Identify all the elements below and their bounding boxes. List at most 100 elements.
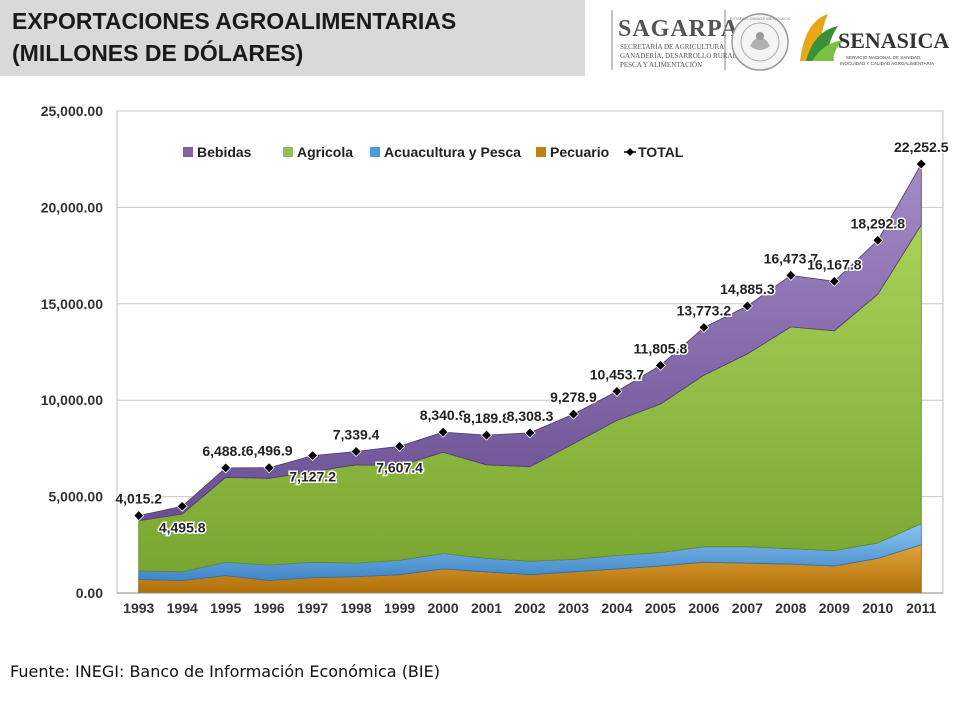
- x-tick-label: 1995: [210, 600, 241, 616]
- legend-swatch: [370, 147, 380, 157]
- total-data-label: 8,308.3: [507, 408, 554, 424]
- legend-swatch: [183, 147, 193, 157]
- x-tick-label: 2001: [471, 600, 502, 616]
- total-data-label: 16,167.8: [807, 256, 862, 272]
- chart: 0.00 5,000.00 10,000.00 15,000.00 20,000.00 2…: [41, 103, 951, 616]
- total-data-label: 22,252.5: [894, 139, 949, 155]
- sagarpa-sub3: PESCA Y ALIMENTACIÓN: [620, 61, 702, 69]
- x-tick-label: 1993: [123, 600, 154, 616]
- total-marker: [741, 300, 753, 312]
- x-axis: 1993 1994 1995 1996 1997 1998 1999 2000 2001 2002…: [117, 592, 943, 616]
- total-marker: [220, 462, 232, 474]
- total-data-label: 16,473.7: [764, 250, 819, 266]
- total-marker: [828, 275, 840, 287]
- legend-label: TOTAL: [638, 144, 684, 160]
- total-marker: [394, 440, 406, 452]
- total-data-label: 18,292.8: [851, 215, 906, 231]
- total-data-label: 13,773.2: [677, 302, 732, 318]
- total-marker: [133, 510, 145, 522]
- senasica-name: SENASICA: [838, 28, 949, 53]
- legend-label: Pecuario: [550, 144, 609, 160]
- x-tick-label: 2004: [601, 600, 632, 616]
- legend-marker: [626, 148, 634, 156]
- total-marker: [872, 234, 884, 246]
- total-marker: [524, 427, 536, 439]
- x-tick-label: 1994: [167, 600, 198, 616]
- senasica-logo: SENASICA SERVICIO NACIONAL DE SANIDAD, I…: [800, 14, 949, 66]
- legend-swatch: [283, 147, 293, 157]
- y-tick-label: 5,000.00: [49, 489, 104, 505]
- total-series: 4,015.2 4,495.8 6,488.86,496.9 7,127.2 7,339…: [114, 137, 950, 536]
- total-marker: [263, 462, 275, 474]
- senasica-sub1: SERVICIO NACIONAL DE SANIDAD,: [846, 55, 922, 60]
- total-marker: [654, 359, 666, 371]
- legend-item-acuacultura-y-pesca: Acuacultura y Pesca: [370, 144, 521, 160]
- total-marker: [350, 445, 362, 458]
- total-marker: [611, 385, 623, 398]
- total-marker: [785, 269, 797, 281]
- y-tick-label: 0.00: [76, 585, 103, 601]
- logos-area: SAGARPA SECRETARÍA DE AGRICULTURA, GANAD…: [600, 6, 960, 76]
- total-data-label: 6,496.9: [246, 443, 293, 459]
- sagarpa-sub1: SECRETARÍA DE AGRICULTURA,: [620, 43, 726, 51]
- sagarpa-logo: SAGARPA SECRETARÍA DE AGRICULTURA, GANAD…: [611, 10, 739, 70]
- sagarpa-sub2: GANADERÍA, DESARROLLO RURAL,: [620, 52, 739, 60]
- x-tick-label: 1999: [384, 600, 415, 616]
- total-data-label: 7,339.4: [333, 426, 380, 442]
- total-marker: [698, 321, 710, 334]
- y-tick-label: 15,000.00: [41, 296, 103, 312]
- total-data-label: 11,805.8: [634, 340, 688, 356]
- total-data-label: 8,340.9: [420, 407, 467, 423]
- total-marker: [480, 429, 493, 441]
- x-tick-label: 2010: [862, 600, 893, 616]
- x-tick-label: 2006: [688, 600, 719, 616]
- total-data-label: 14,885.3: [720, 281, 775, 297]
- total-data-label: 9,278.9: [550, 389, 597, 405]
- legend-item-bebidas: Bebidas: [183, 144, 252, 160]
- legend-label: Agricola: [297, 144, 353, 160]
- total-data-label: 7,127.2: [289, 469, 336, 485]
- total-data-label: 4,495.8: [159, 519, 206, 535]
- logos-svg: SAGARPA SECRETARÍA DE AGRICULTURA, GANAD…: [611, 10, 949, 71]
- title-banner: EXPORTACIONES AGROALIMENTARIAS (MILLONES…: [0, 0, 585, 76]
- legend-label: Acuacultura y Pesca: [384, 144, 521, 160]
- y-axis: 0.00 5,000.00 10,000.00 15,000.00 20,000.00 2…: [41, 103, 104, 601]
- total-marker: [176, 500, 188, 512]
- total-marker: [915, 158, 927, 170]
- total-data-label: 8,189.8: [463, 410, 510, 426]
- legend-item-total: TOTAL: [624, 144, 684, 160]
- area-bebidas: [138, 162, 922, 522]
- x-tick-label: 2011: [906, 600, 937, 616]
- page-title-line2: (MILLONES DE DÓLARES): [12, 40, 304, 66]
- mexico-seal-icon: ESTADOS UNIDOS MEXICANOS: [730, 13, 791, 71]
- total-data-label: 10,453.7: [590, 366, 645, 382]
- legend-label: Bebidas: [197, 144, 252, 160]
- x-tick-label: 1996: [254, 600, 285, 616]
- x-tick-label: 2005: [645, 600, 676, 616]
- x-tick-label: 2008: [775, 600, 806, 616]
- senasica-sub2: INOCUIDAD Y CALIDAD AGROALIMENTARIA: [840, 61, 934, 66]
- total-marker: [307, 450, 319, 462]
- x-tick-label: 1998: [341, 600, 372, 616]
- y-tick-label: 25,000.00: [41, 103, 103, 119]
- chart-legend: Bebidas Agricola Acuacultura y Pesca Pecuar…: [183, 144, 684, 160]
- sagarpa-name: SAGARPA: [618, 16, 739, 42]
- x-tick-label: 2000: [427, 600, 458, 616]
- total-data-label: 6,488.8: [202, 443, 249, 459]
- total-data-label: 4,015.2: [115, 491, 162, 507]
- legend-item-pecuario: Pecuario: [536, 144, 609, 160]
- source-note: Fuente: INEGI: Banco de Información Econ…: [10, 662, 440, 681]
- x-tick-label: 2002: [514, 600, 545, 616]
- legend-swatch: [536, 147, 546, 157]
- seal-text: ESTADOS UNIDOS MEXICANOS: [730, 16, 791, 21]
- total-data-label: 7,607.4: [376, 459, 423, 475]
- legend-item-agricola: Agricola: [283, 144, 353, 160]
- y-tick-label: 20,000.00: [41, 199, 103, 215]
- total-marker: [567, 408, 580, 420]
- x-tick-label: 2003: [558, 600, 589, 616]
- x-tick-label: 2009: [819, 600, 850, 616]
- y-tick-label: 10,000.00: [41, 392, 103, 408]
- x-tick-label: 2007: [732, 600, 763, 616]
- page-title-line1: EXPORTACIONES AGROALIMENTARIAS: [12, 8, 457, 34]
- x-tick-label: 1997: [297, 600, 328, 616]
